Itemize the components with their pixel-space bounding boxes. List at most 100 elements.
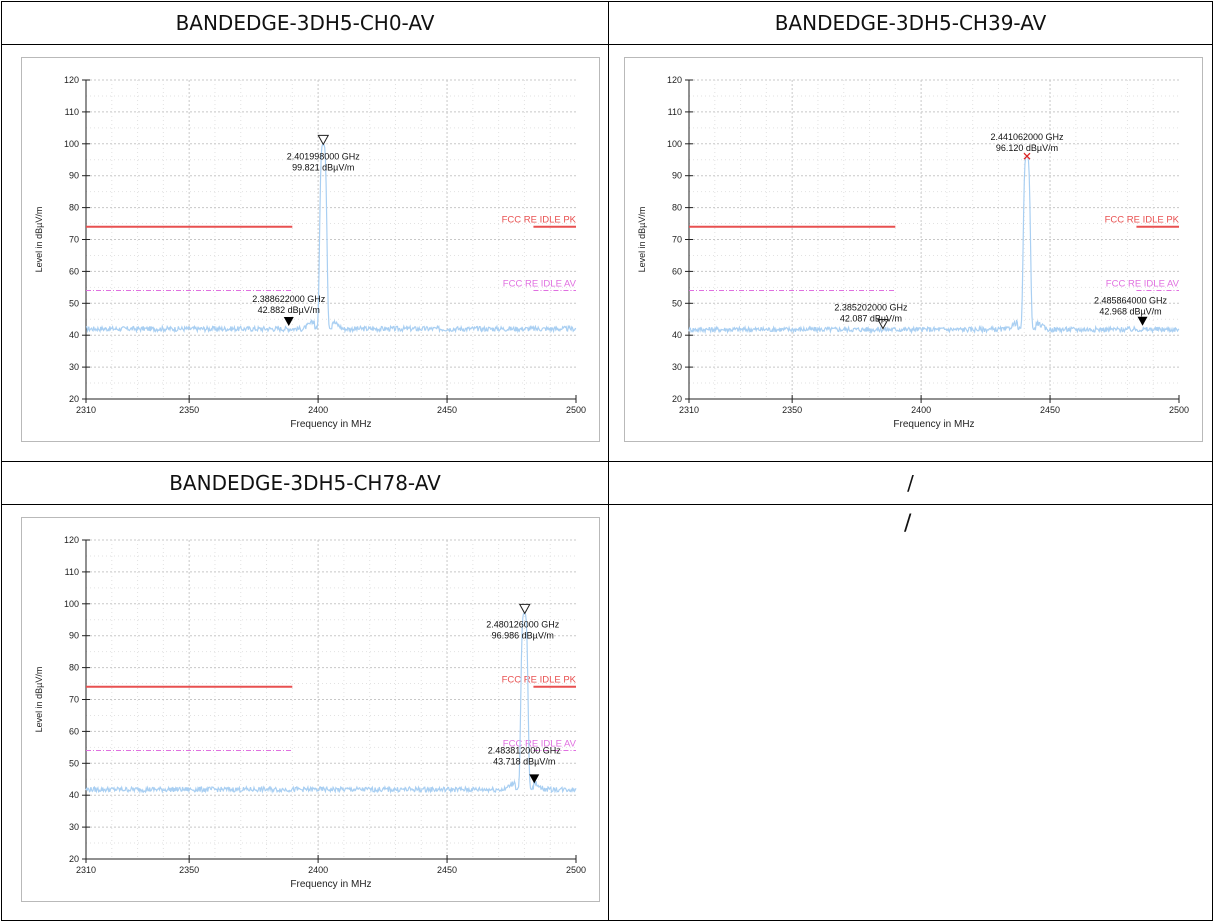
y-tick-label: 20 [69,394,79,404]
spectrum-chart-ch39: 20 30 40 50 60 70 80 90 100 110 120 2310 2350 2400 245… [637,75,1189,430]
x-tick-label: 2500 [566,865,586,875]
limit-label-pk: FCC RE IDLE PK [502,675,577,686]
cell-ch39-plot: 20 30 40 50 60 70 80 90 100 110 120 2310 2350 2400 245… [608,44,1213,462]
marker-level-label: 43.718 dBµV/m [493,756,555,766]
marker-level-label: 99.821 dBµV/m [292,162,354,172]
y-tick-label: 90 [69,631,79,641]
x-tick-label: 2500 [566,405,586,415]
y-tick-label: 100 [667,139,682,149]
y-tick-label: 120 [64,75,79,85]
empty-slash: / [904,511,912,536]
y-tick-label: 60 [69,266,79,276]
x-tick-label: 2310 [76,865,96,875]
y-tick-label: 100 [64,599,79,609]
marker-freq-label: 2.401998000 GHz [287,151,361,161]
limit-label-av: FCC RE IDLE AV [503,279,577,290]
y-tick-label: 50 [672,298,682,308]
y-tick-label: 90 [672,171,682,181]
x-tick-label: 2500 [1169,405,1189,415]
y-tick-label: 40 [69,330,79,340]
cell-ch0-plot: 20 30 40 50 60 70 80 90 100 110 120 2310 2350 2400 245… [1,44,609,462]
x-tick-label: 2310 [679,405,699,415]
marker-freq-label: 2.441062000 GHz [990,132,1064,142]
header-empty: / [608,461,1213,505]
grid [689,79,1179,400]
header-ch78: BANDEDGE-3DH5-CH78-AV [1,461,609,505]
y-tick-label: 110 [65,567,79,577]
y-tick-label: 110 [668,107,682,117]
plot-frame-ch39: 20 30 40 50 60 70 80 90 100 110 120 2310 2350 2400 245… [624,57,1203,442]
y-tick-label: 60 [672,266,682,276]
marker-level-label: 42.087 dBµV/m [840,314,902,324]
y-tick-label: 120 [64,535,79,545]
x-tick-label: 2400 [308,405,328,415]
x-tick-label: 2350 [179,405,199,415]
y-tick-label: 80 [69,663,79,673]
limit-label-pk: FCC RE IDLE PK [502,215,577,226]
x-tick-label: 2400 [911,405,931,415]
x-tick-label: 2310 [76,405,96,415]
y-tick-label: 110 [65,107,79,117]
spectrum-trace [85,143,577,334]
y-tick-label: 80 [672,203,682,213]
marker-freq-label: 2.388622000 GHz [252,294,326,304]
x-axis-title: Frequency in MHz [290,419,371,430]
header-ch39: BANDEDGE-3DH5-CH39-AV [608,1,1213,45]
x-tick-label: 2400 [308,865,328,875]
y-tick-label: 20 [672,394,682,404]
marker-open [518,603,531,615]
y-axis-title: Level in dBµV/m [34,667,44,733]
y-tick-label: 120 [667,75,682,85]
y-tick-label: 70 [672,235,682,245]
x-tick-label: 2450 [437,865,457,875]
y-tick-label: 50 [69,758,79,768]
y-tick-label: 90 [69,171,79,181]
x-axis-title: Frequency in MHz [290,879,371,890]
x-axis-title: Frequency in MHz [893,419,974,430]
plot-frame-ch0: 20 30 40 50 60 70 80 90 100 110 120 2310 2350 2400 245… [21,57,600,442]
marker-freq-label: 2.485864000 GHz [1094,296,1168,306]
y-tick-label: 70 [69,695,79,705]
x-tick-label: 2450 [437,405,457,415]
marker-open [877,319,889,330]
marker-level-label: 42.882 dBµV/m [258,305,320,315]
y-tick-label: 30 [69,362,79,372]
y-tick-label: 50 [69,298,79,308]
marker-filled [283,317,294,327]
marker-level-label: 96.986 dBµV/m [492,630,554,640]
spectrum-chart-ch78: 20 30 40 50 60 70 80 90 100 110 120 2310 2350 2400 245… [34,535,586,890]
x-tick-label: 2450 [1040,405,1060,415]
spectrum-trace [85,612,577,794]
cell-empty: / [608,504,1213,921]
grid [86,539,576,860]
spectrum-chart-ch0: 20 30 40 50 60 70 80 90 100 110 120 2310 2350 2400 245… [34,75,586,430]
x-tick-label: 2350 [782,405,802,415]
y-tick-label: 100 [64,139,79,149]
marker-freq-label: 2.480126000 GHz [486,619,560,629]
marker-open [317,134,330,146]
y-tick-label: 40 [69,790,79,800]
plot-frame-ch78: 20 30 40 50 60 70 80 90 100 110 120 2310 2350 2400 245… [21,517,600,902]
limit-label-av: FCC RE IDLE AV [503,739,577,750]
spectrum-trace [688,155,1180,335]
cell-ch78-plot: 20 30 40 50 60 70 80 90 100 110 120 2310 2350 2400 245… [1,504,609,921]
header-ch0: BANDEDGE-3DH5-CH0-AV [1,1,609,45]
marker-level-label: 96.120 dBµV/m [996,143,1058,153]
marker-filled [1137,316,1148,326]
marker-level-label: 42.968 dBµV/m [1099,307,1161,317]
marker-freq-label: 2.483812000 GHz [488,745,562,755]
y-axis-title: Level in dBµV/m [637,207,647,273]
y-tick-label: 40 [672,330,682,340]
y-tick-label: 30 [672,362,682,372]
marker-freq-label: 2.385202000 GHz [834,303,908,313]
marker-filled [529,774,540,784]
y-tick-label: 80 [69,203,79,213]
y-tick-label: 20 [69,854,79,864]
x-tick-label: 2350 [179,865,199,875]
limit-label-av: FCC RE IDLE AV [1106,279,1180,290]
y-tick-label: 60 [69,726,79,736]
y-tick-label: 70 [69,235,79,245]
grid [86,79,576,400]
y-axis-title: Level in dBµV/m [34,207,44,273]
